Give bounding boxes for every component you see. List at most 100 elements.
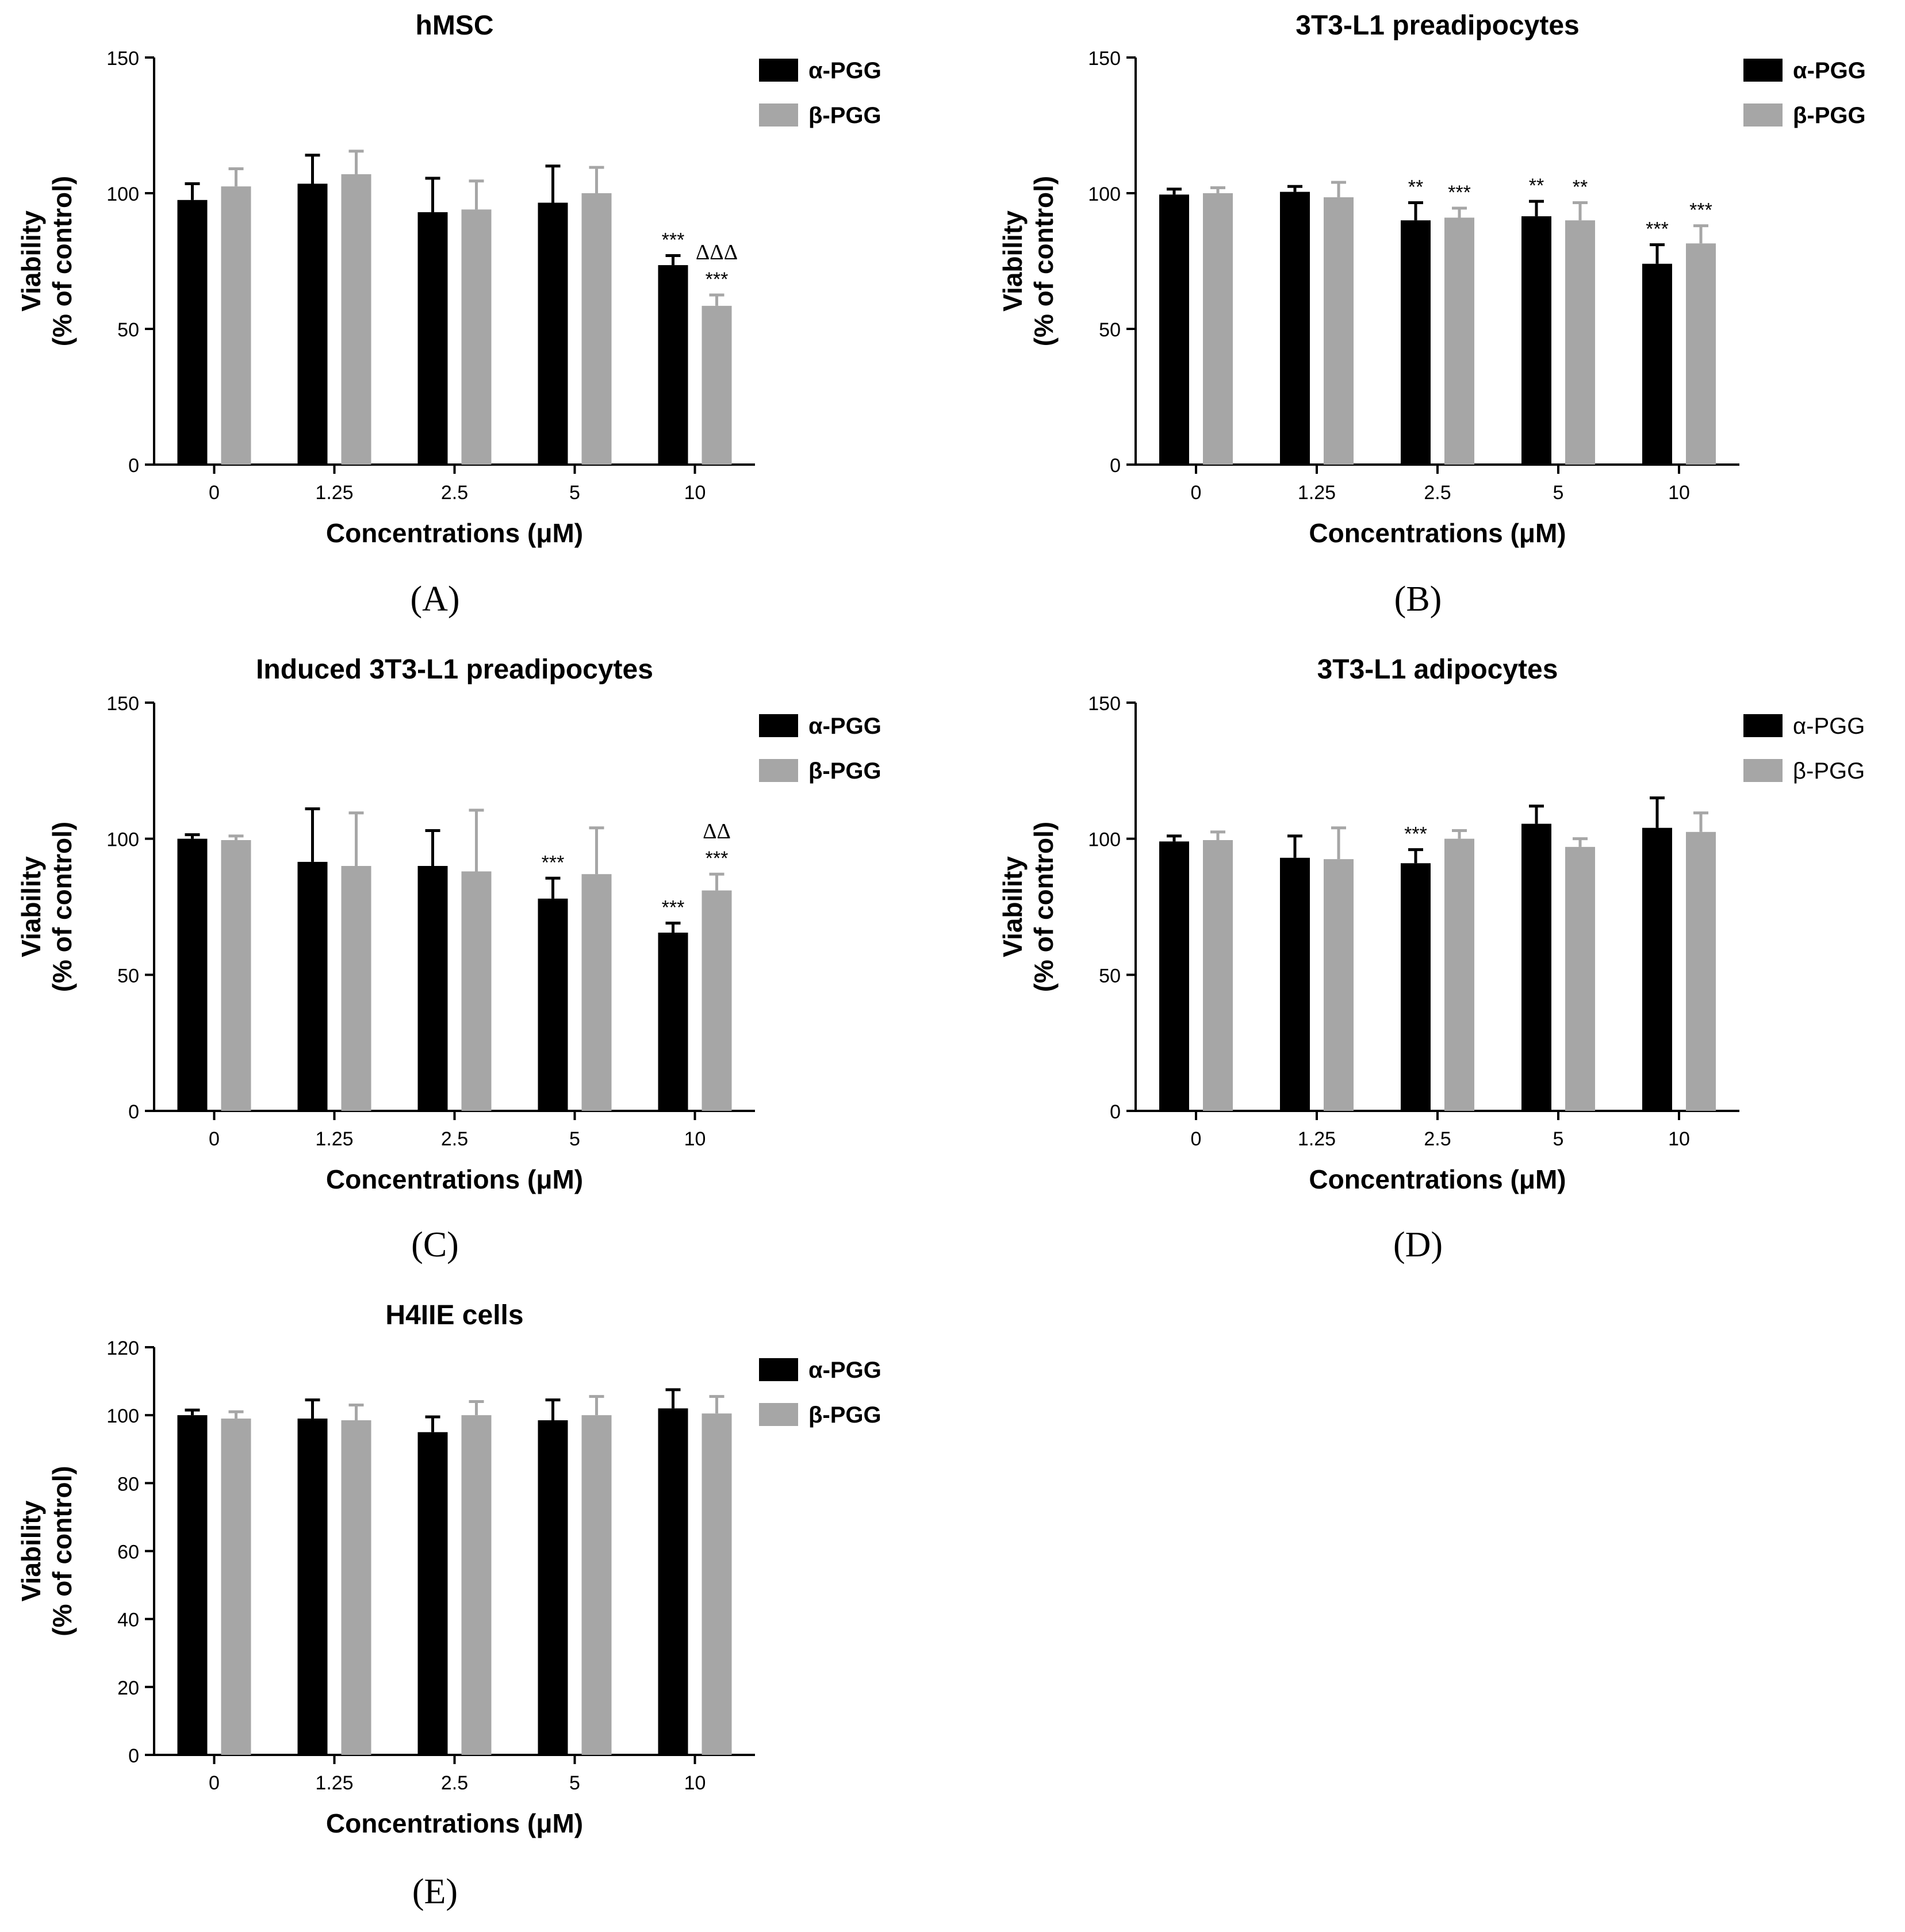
panel-e-bar-beta	[702, 1413, 732, 1755]
panel-b-y-label: Viability	[998, 210, 1028, 312]
panel-d-bar-alpha	[1401, 863, 1431, 1111]
panel-d-x-tick-label: 10	[1668, 1128, 1690, 1150]
panel-b-bar-beta	[1565, 220, 1595, 465]
panel-b-significance-marker: **	[1408, 177, 1423, 198]
panel-b-x-tick-label: 1.25	[1298, 482, 1336, 504]
panel-c-legend-label: α-PGG	[808, 714, 881, 739]
panel-b-significance-marker: ***	[1689, 200, 1712, 221]
panel-d-bar-alpha	[1642, 827, 1672, 1111]
panel-c-bar-beta	[461, 871, 492, 1111]
panel-b-significance-marker: ***	[1646, 218, 1669, 240]
panel-b-legend-swatch-beta	[1743, 103, 1783, 126]
panel-a-delta-marker: ΔΔΔ	[696, 240, 738, 264]
panel-b-bar-beta	[1324, 197, 1354, 465]
panel-e-bar-alpha	[297, 1419, 328, 1755]
panel-d-x-tick-label: 2.5	[1424, 1128, 1451, 1150]
panel-c-significance-marker: ***	[706, 848, 729, 869]
panel-d-bar-alpha	[1521, 823, 1551, 1111]
panel-e-x-tick-label: 2.5	[441, 1772, 468, 1794]
panel-a-bar-beta	[702, 305, 732, 465]
panel-a-y-tick-label: 50	[117, 319, 139, 341]
panel-c-y-label-units: (% of control)	[47, 822, 77, 992]
panel-c-y-tick-label: 50	[117, 965, 139, 987]
panel-a-y-tick-label: 100	[106, 183, 139, 205]
panel-b-legend-label: β-PGG	[1793, 103, 1866, 128]
panel-b-x-tick-label: 2.5	[1424, 482, 1451, 504]
panel-c-bar-beta	[702, 890, 732, 1111]
panel-e-bar-beta	[581, 1415, 612, 1755]
panel-e-y-tick-label: 40	[117, 1609, 139, 1631]
panel-a-bar-alpha	[417, 212, 448, 465]
panel-e-y-tick-label: 80	[117, 1473, 139, 1495]
panel-b-bar-beta	[1686, 243, 1716, 465]
panel-e-x-tick-label: 10	[684, 1772, 706, 1794]
panel-a-legend-swatch-beta	[759, 103, 798, 126]
panel-a-x-tick-label: 1.25	[315, 482, 353, 504]
panel-b-y-tick-label: 150	[1088, 48, 1121, 70]
panel-a-x-label: Concentrations (μM)	[326, 518, 583, 548]
panel-e-legend-swatch-beta	[759, 1403, 798, 1426]
panel-d-significance-marker: ***	[1404, 823, 1427, 845]
panel-d-x-tick-label: 5	[1553, 1128, 1564, 1150]
panel-b-title: 3T3-L1 preadipocytes	[1295, 10, 1580, 41]
panel-d-bar-alpha	[1280, 857, 1310, 1111]
panel-b-y-tick-label: 100	[1088, 183, 1121, 205]
panel-e-y-tick-label: 100	[106, 1405, 139, 1427]
panel-c-x-label: Concentrations (μM)	[326, 1164, 583, 1194]
panel-a-legend-label: β-PGG	[808, 103, 881, 128]
panel-a-title: hMSC	[416, 10, 494, 41]
panel-b-significance-marker: **	[1529, 175, 1544, 197]
panel-b-x-tick-label: 10	[1668, 482, 1690, 504]
panel-d-legend-label: α-PGG	[1793, 714, 1865, 739]
panel-e-y-tick-label: 20	[117, 1677, 139, 1699]
panel-a-y-tick-label: 150	[106, 48, 139, 70]
panel-e-bar-alpha	[417, 1432, 448, 1755]
panel-b-significance-marker: ***	[1448, 182, 1471, 204]
panel-e-legend-label: β-PGG	[808, 1402, 881, 1428]
panel-d-legend-swatch-beta	[1743, 759, 1783, 782]
panel-d-bar-beta	[1324, 859, 1354, 1111]
panel-c-delta-marker: ΔΔ	[703, 819, 731, 844]
panel-c-y-tick-label: 0	[128, 1101, 139, 1123]
panel-d-y-tick-label: 50	[1099, 965, 1121, 987]
panel-d-legend-swatch-alpha	[1743, 714, 1783, 737]
panel-b-bar-beta	[1203, 193, 1233, 465]
panel-a-significance-marker: ***	[706, 269, 729, 290]
panel-c-bar-beta	[581, 874, 612, 1111]
panel-d-y-label: Viability	[998, 856, 1028, 957]
panel-b-x-tick-label: 0	[1191, 482, 1202, 504]
panel-a-significance-marker: ***	[662, 229, 685, 251]
panel-a-bar-alpha	[297, 183, 328, 465]
panel-a-x-tick-label: 0	[209, 482, 220, 504]
panel-c-bar-alpha	[297, 861, 328, 1111]
panel-b-y-label-units: (% of control)	[1029, 176, 1059, 346]
panel-e-y-tick-label: 120	[106, 1337, 139, 1359]
panel-d-bar-alpha	[1159, 841, 1189, 1111]
panel-d-bar-beta	[1444, 838, 1474, 1111]
panel-e-legend-swatch-alpha	[759, 1358, 798, 1381]
panel-c-bar-beta	[221, 840, 251, 1111]
panel-e-bar-beta	[461, 1415, 492, 1755]
panel-b-y-tick-label: 0	[1110, 455, 1121, 477]
panel-e-x-tick-label: 0	[209, 1772, 220, 1794]
panel-b-x-label: Concentrations (μM)	[1309, 518, 1566, 548]
panel-d-y-tick-label: 150	[1088, 693, 1121, 715]
panel-e-y-label-units: (% of control)	[47, 1466, 77, 1636]
panel-a-label: (A)	[410, 580, 459, 619]
panel-a-bar-alpha	[538, 202, 568, 465]
panel-c-legend-label: β-PGG	[808, 758, 881, 784]
panel-a-x-tick-label: 2.5	[441, 482, 468, 504]
panel-a-bar-beta	[341, 174, 371, 465]
panel-a-bar-alpha	[658, 265, 688, 465]
panel-c-x-tick-label: 0	[209, 1128, 220, 1150]
panel-d-y-tick-label: 100	[1088, 829, 1121, 851]
panel-c-x-tick-label: 2.5	[441, 1128, 468, 1150]
panel-e-bar-beta	[221, 1419, 251, 1755]
panel-c-significance-marker: ***	[542, 852, 565, 873]
panel-c-x-tick-label: 1.25	[315, 1128, 353, 1150]
panel-b-bar-beta	[1444, 217, 1474, 465]
panel-d-title: 3T3-L1 adipocytes	[1317, 654, 1558, 685]
panel-c-legend-swatch-alpha	[759, 714, 798, 737]
